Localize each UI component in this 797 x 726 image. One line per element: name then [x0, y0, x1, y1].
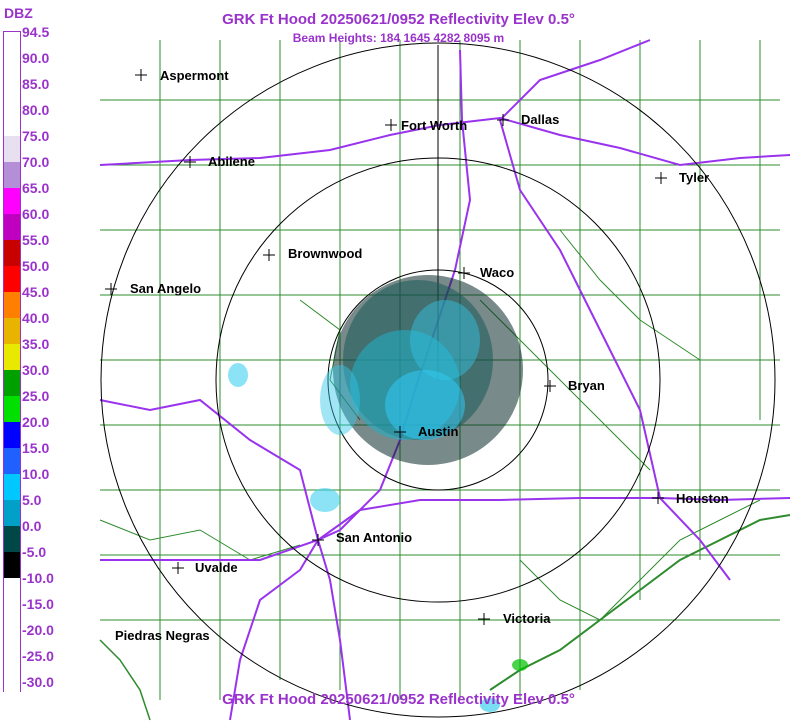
legend-tick-label: 85.0 [22, 76, 50, 92]
legend-tick-label: 65.0 [22, 180, 50, 196]
color-scale-segment [4, 396, 20, 422]
city-aspermont: Aspermont [135, 68, 229, 83]
legend-tick-label: -5.0 [22, 544, 47, 560]
color-scale [3, 31, 21, 708]
svg-text:San Antonio: San Antonio [336, 530, 412, 545]
color-scale-segment [4, 110, 20, 136]
svg-text:Victoria: Victoria [503, 611, 551, 626]
beam-heights: Beam Heights: 184 1645 4282 8095 m [292, 31, 505, 45]
color-scale-segment [4, 630, 20, 656]
city-dallas: Dallas [497, 112, 559, 127]
color-scale-segment [4, 318, 20, 344]
color-scale-segment [4, 526, 20, 552]
radar-title-footer: GRK Ft Hood 20250621/0952 Reflectivity E… [222, 691, 575, 708]
city-fort-worth: Fort Worth [385, 118, 467, 133]
coastline [489, 514, 791, 691]
city-austin: Austin [394, 424, 459, 439]
color-scale-segment [4, 266, 20, 292]
color-scale-segment [4, 214, 20, 240]
city-brownwood: Brownwood [263, 246, 362, 261]
color-scale-segment [4, 240, 20, 266]
legend-tick-label: 20.0 [22, 414, 50, 430]
color-scale-segment [4, 370, 20, 396]
city-markers: Aspermont Fort Worth Dallas Abilene Tyle… [105, 68, 729, 643]
color-scale-segment [4, 84, 20, 110]
legend-tick-label: 5.0 [22, 492, 42, 508]
legend-unit: DBZ [4, 5, 33, 21]
legend-tick-label: 55.0 [22, 232, 50, 248]
legend-tick-label: -10.0 [22, 570, 54, 586]
svg-text:Abilene: Abilene [208, 154, 255, 169]
svg-text:Bryan: Bryan [568, 378, 605, 393]
legend-tick-label: 25.0 [22, 388, 50, 404]
color-scale-segment [4, 682, 20, 708]
legend-tick-label: 80.0 [22, 102, 50, 118]
radar-title: GRK Ft Hood 20250621/0952 Reflectivity E… [222, 11, 575, 28]
city-houston: Houston [652, 491, 729, 506]
rio-grande [99, 639, 151, 721]
svg-text:San Angelo: San Angelo [130, 281, 201, 296]
svg-text:Brownwood: Brownwood [288, 246, 362, 261]
color-scale-segment [4, 344, 20, 370]
color-scale-segment [4, 552, 20, 578]
color-scale-segment [4, 188, 20, 214]
color-scale-segment [4, 448, 20, 474]
legend-tick-label: 50.0 [22, 258, 50, 274]
legend-tick-label: 94.5 [22, 24, 50, 40]
legend-tick-label: -30.0 [22, 674, 54, 690]
color-scale-segment [4, 474, 20, 500]
city-tyler: Tyler [655, 170, 709, 185]
city-piedras-negras: Piedras Negras [115, 628, 210, 643]
city-waco: Waco [458, 265, 514, 280]
color-scale-segment [4, 422, 20, 448]
svg-text:Fort Worth: Fort Worth [401, 118, 467, 133]
svg-text:Houston: Houston [676, 491, 729, 506]
color-scale-segment [4, 162, 20, 188]
color-scale-segment [4, 656, 20, 682]
legend-tick-label: -15.0 [22, 596, 54, 612]
svg-text:Aspermont: Aspermont [160, 68, 229, 83]
legend-tick-label: 0.0 [22, 518, 42, 534]
svg-text:Austin: Austin [418, 424, 459, 439]
color-scale-segment [4, 604, 20, 630]
legend-tick-label: 45.0 [22, 284, 50, 300]
color-scale-segment [4, 136, 20, 162]
legend-tick-label: 75.0 [22, 128, 50, 144]
svg-text:Tyler: Tyler [679, 170, 709, 185]
color-scale-segment [4, 578, 20, 604]
svg-text:Waco: Waco [480, 265, 514, 280]
color-scale-segment [4, 58, 20, 84]
legend-tick-label: 60.0 [22, 206, 50, 222]
reflectivity-echoes [228, 275, 528, 712]
city-victoria: Victoria [478, 611, 551, 626]
legend-tick-label: -20.0 [22, 622, 54, 638]
city-uvalde: Uvalde [172, 560, 238, 575]
city-abilene: Abilene [184, 154, 255, 169]
color-scale-segment [4, 292, 20, 318]
color-scale-segment [4, 500, 20, 526]
highways [99, 39, 791, 721]
legend-tick-label: 40.0 [22, 310, 50, 326]
city-san-antonio: San Antonio [312, 530, 412, 546]
legend-tick-label: -25.0 [22, 648, 54, 664]
legend-tick-label: 15.0 [22, 440, 50, 456]
legend-tick-label: 35.0 [22, 336, 50, 352]
svg-text:Uvalde: Uvalde [195, 560, 238, 575]
legend-tick-label: 30.0 [22, 362, 50, 378]
city-bryan: Bryan [544, 378, 605, 393]
svg-text:Piedras Negras: Piedras Negras [115, 628, 210, 643]
color-scale-segment [4, 32, 20, 58]
legend-tick-label: 10.0 [22, 466, 50, 482]
legend-tick-label: 70.0 [22, 154, 50, 170]
city-san-angelo: San Angelo [105, 281, 201, 296]
legend-tick-label: 90.0 [22, 50, 50, 66]
svg-text:Dallas: Dallas [521, 112, 559, 127]
